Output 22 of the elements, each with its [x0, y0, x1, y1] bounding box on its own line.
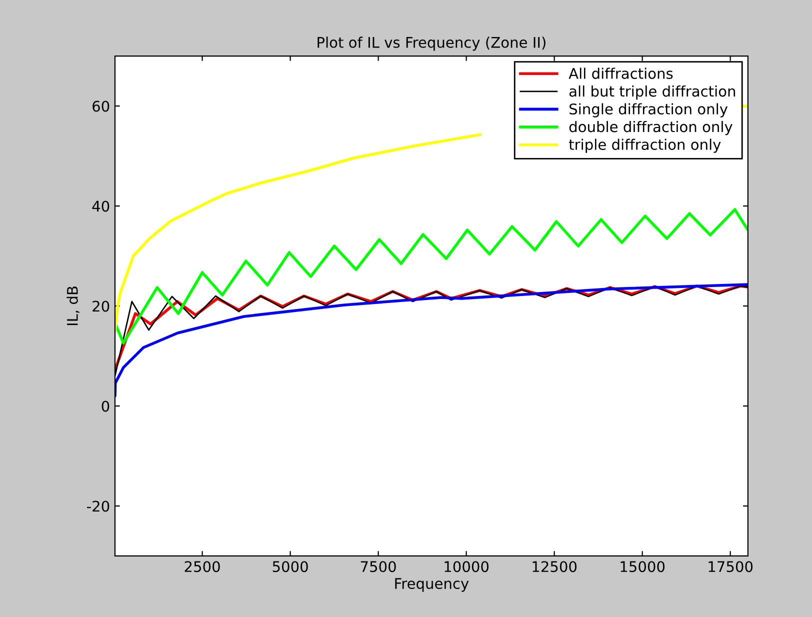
legend-label: triple diffraction only: [568, 138, 721, 153]
chart-title: Plot of IL vs Frequency (Zone II): [318, 36, 546, 51]
x-tick-label: 17500: [708, 561, 753, 572]
x-axis-title: Frequency: [395, 578, 469, 592]
x-tick-label: 12500: [532, 561, 577, 572]
y-tick-label: 20: [92, 300, 110, 312]
line-series: [114, 283, 748, 398]
legend-label: All diffractions: [568, 68, 673, 79]
legend-label: Single diffraction only: [570, 103, 728, 118]
y-tick-label: 40: [92, 200, 110, 212]
x-tick-label: 15000: [620, 561, 665, 572]
y-tick-label: 0: [102, 400, 110, 412]
legend-label: double diffraction only: [569, 120, 732, 136]
line-series: [114, 208, 748, 344]
x-tick-label: 5000: [272, 561, 308, 572]
x-tick-label: 7500: [360, 561, 396, 572]
y-tick-label: 60: [92, 100, 110, 112]
y-axis-title: IL, dB: [66, 286, 80, 326]
y-tick-label: -20: [87, 500, 110, 512]
legend-label: all but triple diffraction: [569, 85, 736, 100]
x-tick-label: 10000: [444, 561, 489, 572]
x-tick-label: 2500: [184, 561, 220, 572]
